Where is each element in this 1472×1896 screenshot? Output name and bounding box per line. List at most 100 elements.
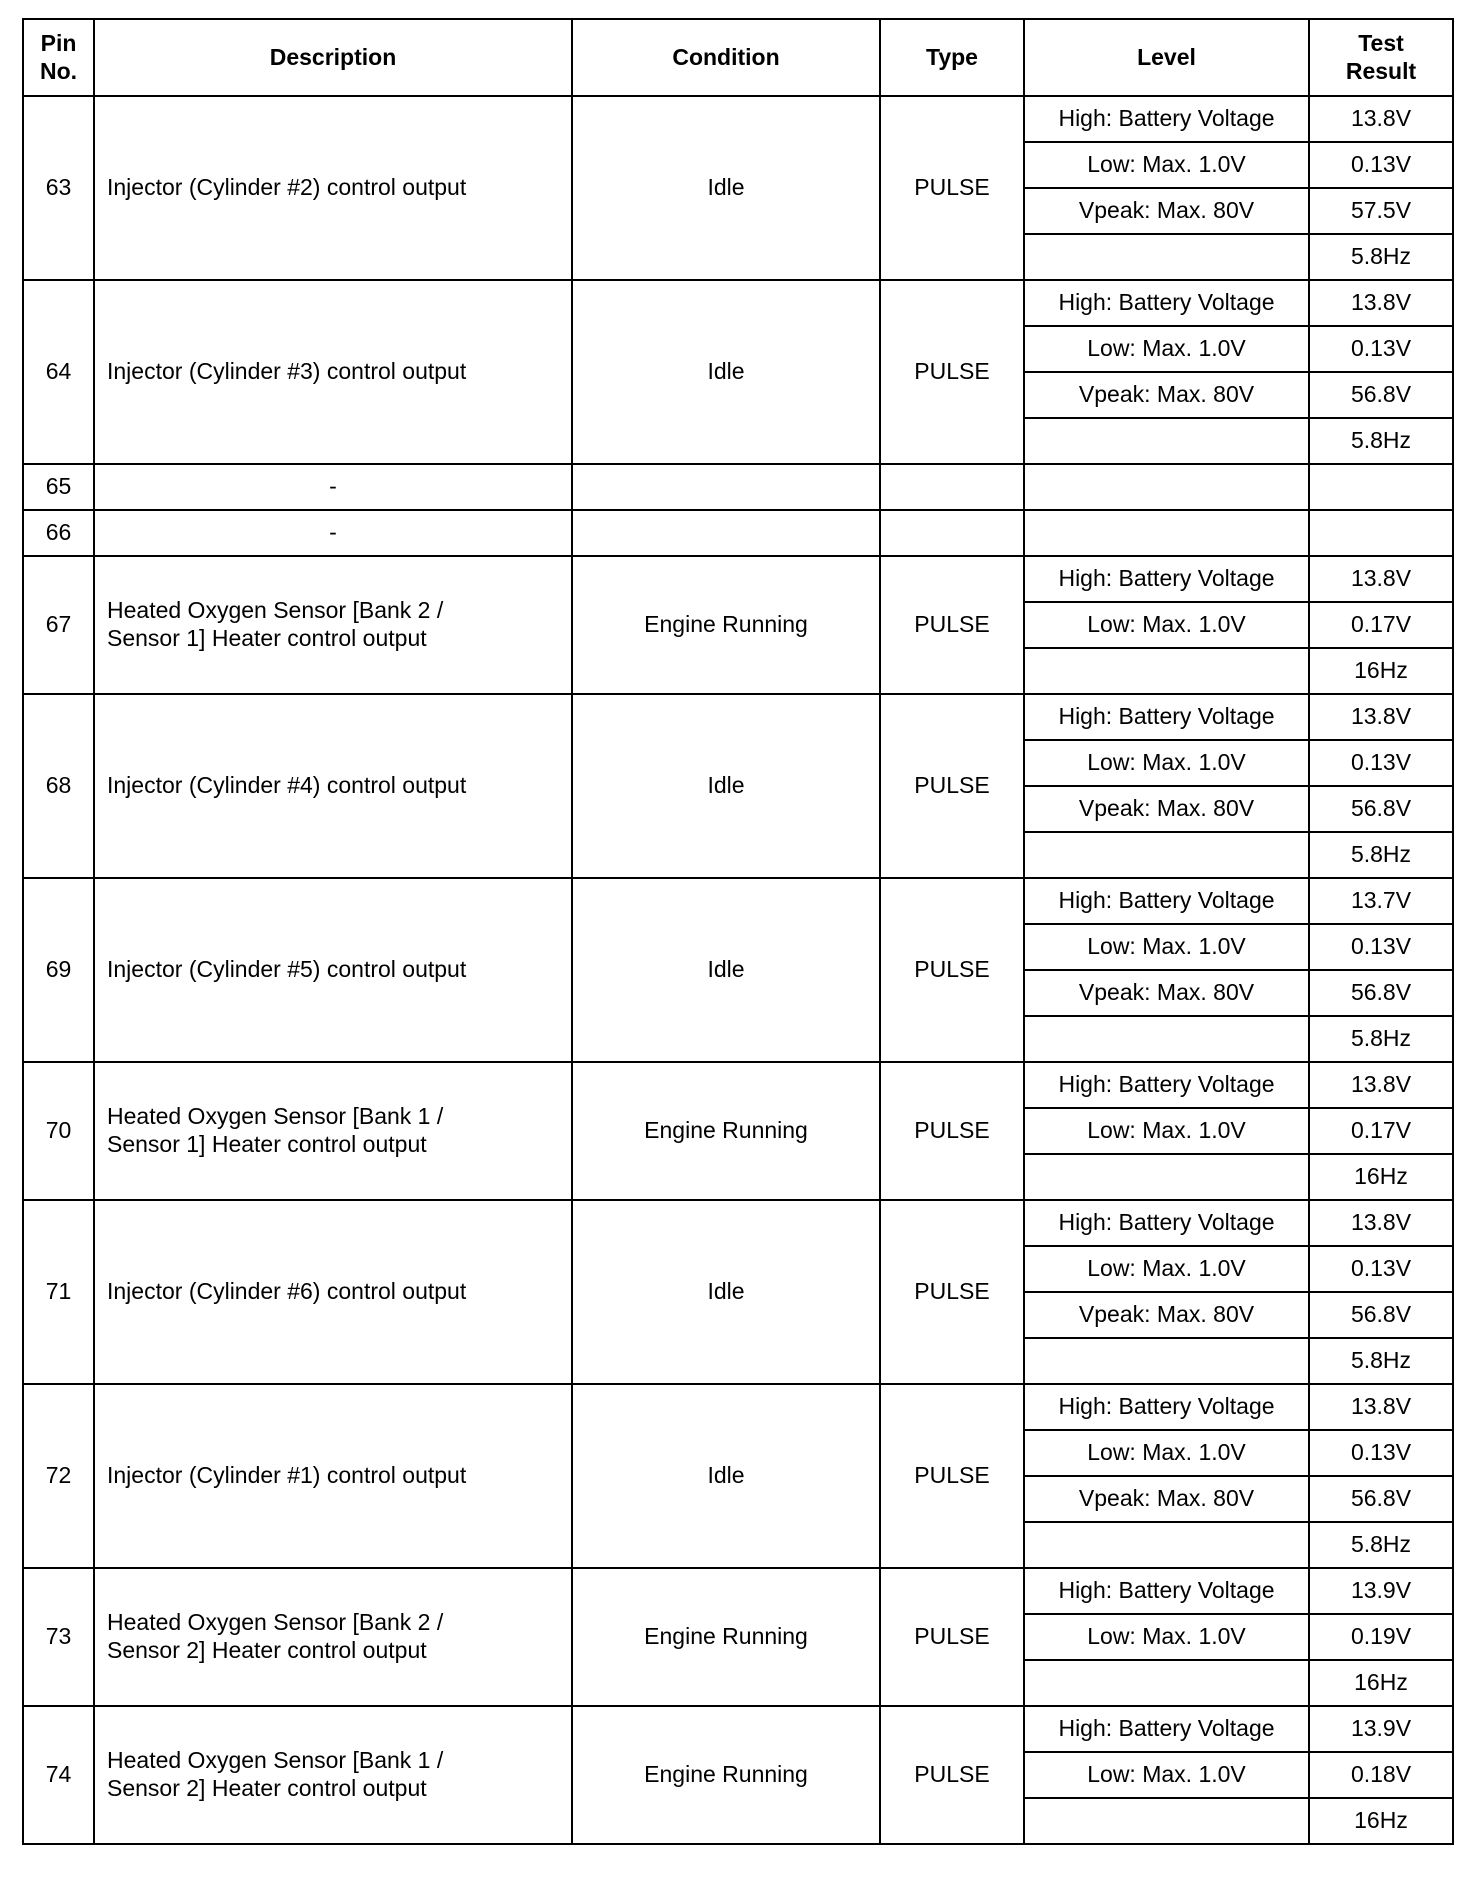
table-subrow: Vpeak: Max. 80V 56.8V — [23, 785, 1454, 833]
test-result: 5.8Hz — [1308, 1015, 1454, 1063]
test-result: 0.17V — [1308, 1107, 1454, 1155]
level — [1023, 1797, 1310, 1845]
table-subrow: Low: Max. 1.0V 0.17V — [23, 601, 1454, 649]
table-row: 70 Heated Oxygen Sensor [Bank 1 / Sensor … — [22, 1061, 1454, 1201]
type: PULSE — [879, 693, 1025, 879]
description: Injector (Cylinder #6) control output — [93, 1199, 573, 1385]
condition: Idle — [571, 1199, 881, 1385]
table-subrow: 5.8Hz — [23, 417, 1454, 465]
test-result: 16Hz — [1308, 1797, 1454, 1845]
description: - — [93, 463, 573, 511]
condition — [571, 463, 881, 511]
type: PULSE — [879, 1061, 1025, 1201]
table-row: 65- — [22, 463, 1454, 511]
test-result: 5.8Hz — [1308, 831, 1454, 879]
level — [1023, 463, 1310, 511]
description: Injector (Cylinder #1) control output — [93, 1383, 573, 1569]
table-subrow: Vpeak: Max. 80V 56.8V — [23, 969, 1454, 1017]
test-result: 0.13V — [1308, 739, 1454, 787]
level: High: Battery Voltage — [1023, 95, 1310, 143]
level: Vpeak: Max. 80V — [1023, 371, 1310, 419]
level: High: Battery Voltage — [1023, 877, 1310, 925]
test-result: 5.8Hz — [1308, 1521, 1454, 1569]
description: - — [93, 509, 573, 557]
pin-number: 69 — [22, 877, 95, 1063]
level: Low: Max. 1.0V — [1023, 141, 1310, 189]
test-result: 0.18V — [1308, 1751, 1454, 1799]
pin-number: 71 — [22, 1199, 95, 1385]
level: Low: Max. 1.0V — [1023, 325, 1310, 373]
table-subrow: Low: Max. 1.0V 0.13V — [23, 1429, 1454, 1477]
test-result: 13.9V — [1308, 1567, 1454, 1615]
test-result: 5.8Hz — [1308, 233, 1454, 281]
header-type: Type — [879, 18, 1025, 97]
level: Vpeak: Max. 80V — [1023, 187, 1310, 235]
test-result: 0.13V — [1308, 923, 1454, 971]
test-result: 0.13V — [1308, 141, 1454, 189]
test-result: 13.8V — [1308, 693, 1454, 741]
test-result: 0.13V — [1308, 325, 1454, 373]
table-subrow: 16Hz — [23, 1659, 1454, 1707]
level — [1023, 1659, 1310, 1707]
table-subrow: 5.8Hz — [23, 1521, 1454, 1569]
test-result: 0.13V — [1308, 1429, 1454, 1477]
test-result: 13.9V — [1308, 1705, 1454, 1753]
table-subrow: Low: Max. 1.0V 0.13V — [23, 923, 1454, 971]
type: PULSE — [879, 1383, 1025, 1569]
pin-test-table: Pin No. Description Condition Type Level Test… — [22, 18, 1454, 1845]
level: High: Battery Voltage — [1023, 279, 1310, 327]
table-subrow: Low: Max. 1.0V 0.13V — [23, 1245, 1454, 1293]
type: PULSE — [879, 1705, 1025, 1845]
level: Low: Max. 1.0V — [1023, 601, 1310, 649]
level: Low: Max. 1.0V — [1023, 923, 1310, 971]
table-subrow: 5.8Hz — [23, 831, 1454, 879]
level: High: Battery Voltage — [1023, 555, 1310, 603]
condition: Engine Running — [571, 1061, 881, 1201]
level: Vpeak: Max. 80V — [1023, 785, 1310, 833]
test-result: 56.8V — [1308, 1291, 1454, 1339]
table-row: 71 Injector (Cylinder #6) control output I… — [22, 1199, 1454, 1385]
description: Heated Oxygen Sensor [Bank 2 / Sensor 2]… — [93, 1567, 573, 1707]
test-result: 57.5V — [1308, 187, 1454, 235]
pin-number: 63 — [22, 95, 95, 281]
table-row: 67 Heated Oxygen Sensor [Bank 2 / Sensor … — [22, 555, 1454, 695]
test-result: 13.8V — [1308, 279, 1454, 327]
level: High: Battery Voltage — [1023, 1199, 1310, 1247]
table-subrow: Low: Max. 1.0V 0.13V — [23, 325, 1454, 373]
pin-number: 66 — [22, 509, 95, 557]
type: PULSE — [879, 1199, 1025, 1385]
level — [1023, 647, 1310, 695]
level: Vpeak: Max. 80V — [1023, 1475, 1310, 1523]
description: Heated Oxygen Sensor [Bank 1 / Sensor 2]… — [93, 1705, 573, 1845]
pin-number: 67 — [22, 555, 95, 695]
table-subrow: Vpeak: Max. 80V 57.5V — [23, 187, 1454, 235]
pin-number: 64 — [22, 279, 95, 465]
table-subrow: Vpeak: Max. 80V 56.8V — [23, 1291, 1454, 1339]
test-result: 56.8V — [1308, 1475, 1454, 1523]
table-subrow: 5.8Hz — [23, 1015, 1454, 1063]
test-result — [1308, 463, 1454, 511]
level — [1023, 233, 1310, 281]
table-row: 72 Injector (Cylinder #1) control output I… — [22, 1383, 1454, 1569]
table-subrow: Vpeak: Max. 80V 56.8V — [23, 1475, 1454, 1523]
type: PULSE — [879, 279, 1025, 465]
table-subrow: 16Hz — [23, 1153, 1454, 1201]
level: High: Battery Voltage — [1023, 1383, 1310, 1431]
test-result: 5.8Hz — [1308, 1337, 1454, 1385]
level — [1023, 417, 1310, 465]
test-result: 13.8V — [1308, 1199, 1454, 1247]
test-result: 16Hz — [1308, 1153, 1454, 1201]
pin-number: 74 — [22, 1705, 95, 1845]
description: Injector (Cylinder #4) control output — [93, 693, 573, 879]
table-row: 66- — [22, 509, 1454, 557]
level — [1023, 831, 1310, 879]
level: High: Battery Voltage — [1023, 1061, 1310, 1109]
level — [1023, 1521, 1310, 1569]
test-result: 0.17V — [1308, 601, 1454, 649]
level: High: Battery Voltage — [1023, 1705, 1310, 1753]
table-subrow: Low: Max. 1.0V 0.13V — [23, 141, 1454, 189]
description: Injector (Cylinder #5) control output — [93, 877, 573, 1063]
level: High: Battery Voltage — [1023, 693, 1310, 741]
pin-number: 65 — [22, 463, 95, 511]
table-subrow: Low: Max. 1.0V 0.17V — [23, 1107, 1454, 1155]
